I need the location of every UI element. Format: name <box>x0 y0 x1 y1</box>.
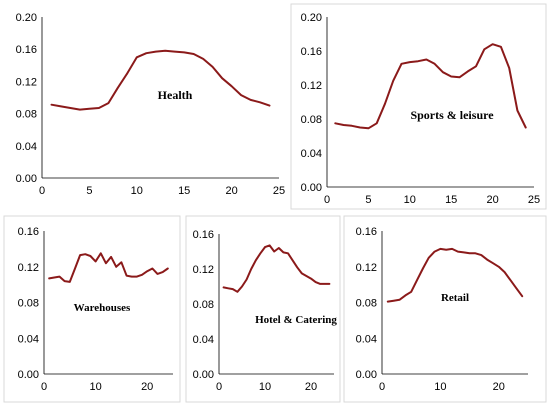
sports-y-tick-label: 0.16 <box>301 46 322 58</box>
health-y-tick-label: 0.00 <box>16 173 37 185</box>
hotel-series-line <box>222 244 331 293</box>
retail-y-tick-label: 0.08 <box>356 298 377 310</box>
warehouses-y-tick-label: 0.08 <box>18 298 39 310</box>
sports-panel: 0.00 0.04 0.08 0.12 0.16 0.20 0 5 10 15 20 25 Sports… <box>301 12 541 206</box>
sports-y-tick-label: 0.12 <box>301 80 322 92</box>
sports-x-tick-label: 5 <box>365 194 371 206</box>
retail-x-tick-label: 20 <box>493 381 505 393</box>
warehouses-y-tick-label: 0.16 <box>18 226 39 238</box>
hotel-y-tick-label: 0.16 <box>193 229 214 241</box>
health-y-tick-label: 0.04 <box>16 141 37 153</box>
health-x-tick-label: 25 <box>273 185 285 197</box>
hotel-x-tick-label: 20 <box>305 381 317 393</box>
health-x-tick-label: 0 <box>39 185 45 197</box>
hotel-y-tick-label: 0.12 <box>193 264 214 276</box>
health-panel: 0.00 0.04 0.08 0.12 0.16 0.20 0 5 10 15 20 25 Health <box>16 12 286 197</box>
health-x-tick-label: 10 <box>131 185 143 197</box>
health-y-tick-label: 0.16 <box>16 44 37 56</box>
sports-x-tick-label: 25 <box>528 194 540 206</box>
retail-panel: 0.00 0.04 0.08 0.12 0.16 0 10 20 Retail <box>356 226 528 393</box>
hotel-y-tick-label: 0.04 <box>193 334 214 346</box>
retail-panel-label: Retail <box>441 292 469 304</box>
warehouses-y-tick-label: 0.04 <box>18 333 39 345</box>
retail-y-tick-label: 0.04 <box>356 333 377 345</box>
hotel-x-tick-label: 10 <box>259 381 271 393</box>
hotel-panel: 0.00 0.04 0.08 0.12 0.16 0 10 20 Hotel & Caterin… <box>193 229 338 393</box>
hotel-panel-label: Hotel & Catering <box>255 314 337 326</box>
sports-x-tick-label: 0 <box>324 194 330 206</box>
health-x-tick-label: 15 <box>178 185 190 197</box>
health-x-tick-label: 20 <box>225 185 237 197</box>
warehouses-x-tick-label: 0 <box>41 381 47 393</box>
health-panel-label: Health <box>158 88 193 102</box>
hotel-y-tick-label: 0.08 <box>193 299 214 311</box>
hotel-x-tick-label: 0 <box>216 381 222 393</box>
warehouses-x-tick-label: 10 <box>89 381 101 393</box>
retail-x-tick-label: 10 <box>434 381 446 393</box>
sports-y-tick-label: 0.04 <box>301 148 322 160</box>
health-y-tick-label: 0.12 <box>16 76 37 88</box>
warehouses-x-tick-label: 20 <box>141 381 153 393</box>
health-y-tick-label: 0.20 <box>16 12 37 24</box>
sports-y-tick-label: 0.00 <box>301 182 322 194</box>
warehouses-series-line <box>48 252 169 283</box>
retail-y-tick-label: 0.12 <box>356 262 377 274</box>
sports-x-tick-label: 10 <box>404 194 416 206</box>
retail-y-tick-label: 0.00 <box>356 369 377 381</box>
warehouses-y-tick-label: 0.00 <box>18 369 39 381</box>
retail-series-line <box>386 247 524 303</box>
sports-y-tick-label: 0.20 <box>301 12 322 24</box>
sports-panel-border <box>290 3 547 210</box>
warehouses-panel: 0.00 0.04 0.08 0.12 0.16 0 10 20 Warehouses <box>18 226 173 393</box>
sports-y-tick-label: 0.08 <box>301 114 322 126</box>
warehouses-y-tick-label: 0.12 <box>18 262 39 274</box>
sports-series-line <box>334 43 527 130</box>
health-x-tick-label: 5 <box>86 185 92 197</box>
hotel-y-tick-label: 0.00 <box>193 369 214 381</box>
health-y-tick-label: 0.08 <box>16 109 37 121</box>
retail-x-tick-label: 0 <box>379 381 385 393</box>
health-series-line <box>50 49 271 111</box>
hotel-panel-border <box>185 215 341 403</box>
retail-y-tick-label: 0.16 <box>356 226 377 238</box>
warehouses-panel-border <box>3 215 181 403</box>
sports-panel-label: Sports & leisure <box>410 108 494 122</box>
sports-x-tick-label: 20 <box>486 194 498 206</box>
sports-x-tick-label: 15 <box>445 194 457 206</box>
retail-panel-border <box>343 215 547 403</box>
warehouses-panel-label: Warehouses <box>74 302 131 314</box>
